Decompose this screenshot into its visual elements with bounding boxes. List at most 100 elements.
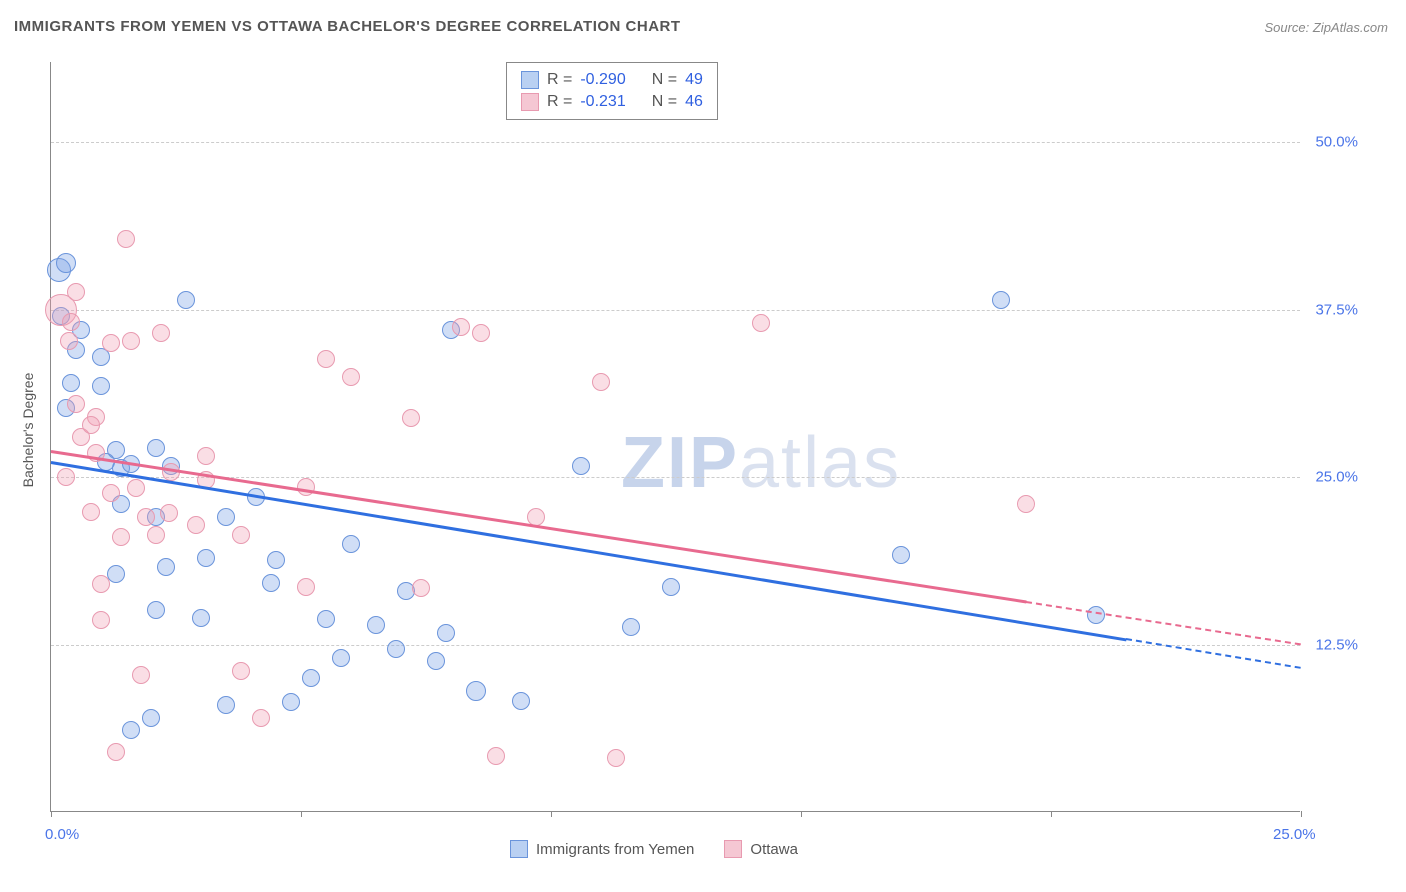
scatter-point bbox=[132, 666, 150, 684]
watermark: ZIPatlas bbox=[621, 422, 901, 504]
scatter-point bbox=[662, 578, 680, 596]
scatter-point bbox=[752, 314, 770, 332]
scatter-point bbox=[217, 696, 235, 714]
source-prefix: Source: bbox=[1264, 20, 1312, 35]
scatter-point bbox=[122, 721, 140, 739]
scatter-point bbox=[92, 611, 110, 629]
scatter-point bbox=[1087, 606, 1105, 624]
scatter-point bbox=[137, 508, 155, 526]
scatter-point bbox=[487, 747, 505, 765]
scatter-point bbox=[992, 291, 1010, 309]
scatter-point bbox=[367, 616, 385, 634]
legend-swatch-0 bbox=[510, 840, 528, 858]
stats-box: R = -0.290 N = 49 R = -0.231 N = 46 bbox=[506, 62, 718, 120]
scatter-point bbox=[122, 332, 140, 350]
scatter-point bbox=[67, 395, 85, 413]
scatter-point bbox=[232, 662, 250, 680]
scatter-point bbox=[117, 230, 135, 248]
scatter-point bbox=[147, 601, 165, 619]
scatter-point bbox=[60, 332, 78, 350]
scatter-point bbox=[92, 377, 110, 395]
scatter-point bbox=[102, 334, 120, 352]
scatter-point bbox=[437, 624, 455, 642]
scatter-point bbox=[192, 609, 210, 627]
y-tick-label: 25.0% bbox=[1315, 469, 1358, 486]
scatter-point bbox=[92, 575, 110, 593]
scatter-point bbox=[387, 640, 405, 658]
scatter-point bbox=[427, 652, 445, 670]
scatter-point bbox=[472, 324, 490, 342]
y-tick-label: 50.0% bbox=[1315, 134, 1358, 151]
stats-n-value-0: 49 bbox=[685, 71, 703, 89]
gridline-h bbox=[51, 142, 1300, 143]
x-tick bbox=[301, 811, 302, 817]
scatter-point bbox=[160, 504, 178, 522]
x-tick bbox=[801, 811, 802, 817]
scatter-point bbox=[62, 374, 80, 392]
scatter-point bbox=[67, 283, 85, 301]
source-name: ZipAtlas.com bbox=[1313, 20, 1388, 35]
stats-swatch-series-0 bbox=[521, 71, 539, 89]
scatter-point bbox=[62, 313, 80, 331]
stats-r-label: R = bbox=[547, 93, 572, 111]
scatter-point bbox=[56, 253, 76, 273]
x-tick bbox=[51, 811, 52, 817]
scatter-point bbox=[342, 368, 360, 386]
scatter-point bbox=[892, 546, 910, 564]
scatter-point bbox=[157, 558, 175, 576]
scatter-point bbox=[452, 318, 470, 336]
scatter-point bbox=[262, 574, 280, 592]
scatter-point bbox=[217, 508, 235, 526]
legend-swatch-1 bbox=[724, 840, 742, 858]
scatter-point bbox=[232, 526, 250, 544]
scatter-point bbox=[302, 669, 320, 687]
legend-item-0: Immigrants from Yemen bbox=[510, 840, 694, 858]
x-tick bbox=[551, 811, 552, 817]
scatter-point bbox=[572, 457, 590, 475]
stats-n-label: N = bbox=[652, 93, 677, 111]
scatter-point bbox=[317, 350, 335, 368]
source-attribution: Source: ZipAtlas.com bbox=[1264, 20, 1388, 35]
scatter-point bbox=[102, 484, 120, 502]
watermark-zip: ZIP bbox=[621, 423, 739, 503]
scatter-point bbox=[317, 610, 335, 628]
scatter-point bbox=[127, 479, 145, 497]
x-tick-label: 25.0% bbox=[1273, 826, 1316, 843]
scatter-point bbox=[282, 693, 300, 711]
stats-r-value-0: -0.290 bbox=[580, 71, 625, 89]
scatter-point bbox=[267, 551, 285, 569]
stats-swatch-series-1 bbox=[521, 93, 539, 111]
stats-n-label: N = bbox=[652, 71, 677, 89]
gridline-h bbox=[51, 645, 1300, 646]
scatter-point bbox=[466, 681, 486, 701]
scatter-point bbox=[297, 578, 315, 596]
scatter-point bbox=[187, 516, 205, 534]
scatter-point bbox=[342, 535, 360, 553]
x-tick-label: 0.0% bbox=[45, 826, 79, 843]
legend-label-1: Ottawa bbox=[750, 841, 798, 858]
stats-row-series-0: R = -0.290 N = 49 bbox=[521, 69, 703, 91]
scatter-point bbox=[622, 618, 640, 636]
scatter-point bbox=[592, 373, 610, 391]
plot-area: ZIPatlas R = -0.290 N = 49 R = -0.231 N … bbox=[50, 62, 1300, 812]
scatter-point bbox=[177, 291, 195, 309]
scatter-point bbox=[1017, 495, 1035, 513]
scatter-point bbox=[332, 649, 350, 667]
legend: Immigrants from Yemen Ottawa bbox=[510, 840, 798, 858]
watermark-atlas: atlas bbox=[739, 423, 901, 503]
scatter-point bbox=[152, 324, 170, 342]
stats-r-label: R = bbox=[547, 71, 572, 89]
y-tick-label: 12.5% bbox=[1315, 636, 1358, 653]
scatter-point bbox=[107, 565, 125, 583]
chart-container: IMMIGRANTS FROM YEMEN VS OTTAWA BACHELOR… bbox=[0, 0, 1406, 892]
scatter-point bbox=[512, 692, 530, 710]
stats-r-value-1: -0.231 bbox=[580, 93, 625, 111]
scatter-point bbox=[142, 709, 160, 727]
scatter-point bbox=[402, 409, 420, 427]
trend-line-dashed bbox=[1126, 638, 1301, 669]
scatter-point bbox=[57, 468, 75, 486]
legend-label-0: Immigrants from Yemen bbox=[536, 841, 694, 858]
gridline-h bbox=[51, 310, 1300, 311]
trend-line-dashed bbox=[1026, 601, 1301, 645]
scatter-point bbox=[82, 503, 100, 521]
